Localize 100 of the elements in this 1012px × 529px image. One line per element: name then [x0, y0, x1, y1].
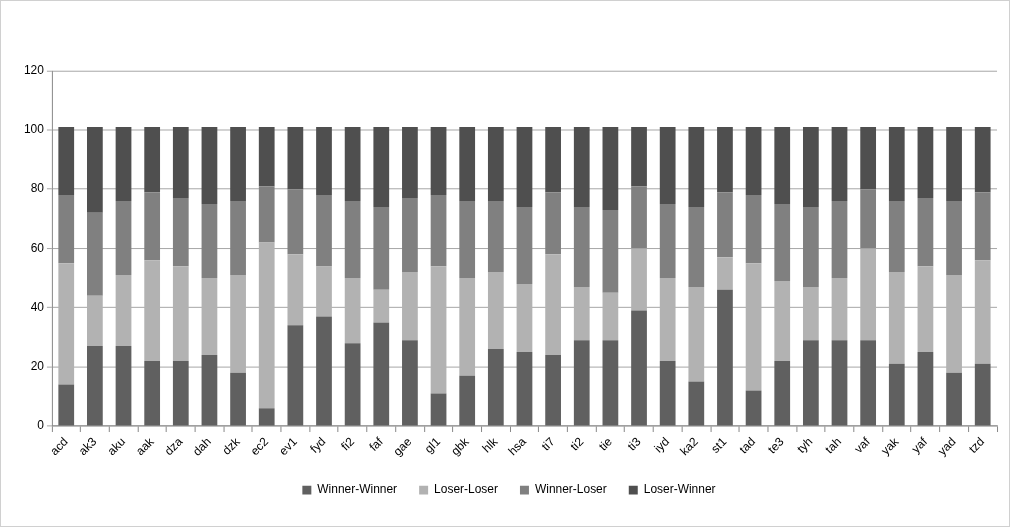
bar	[745, 390, 762, 426]
y-tick-label: 0	[37, 418, 45, 433]
bar	[860, 189, 877, 249]
bar	[659, 126, 676, 204]
bar	[860, 126, 877, 190]
bar	[888, 126, 905, 202]
bar	[373, 126, 390, 207]
bar	[888, 363, 905, 426]
bar	[344, 126, 361, 202]
bar	[172, 198, 189, 267]
bar	[402, 198, 418, 273]
bar	[774, 203, 791, 281]
y-tick-label: 120	[23, 63, 45, 78]
bar	[344, 201, 361, 278]
bar	[745, 195, 762, 264]
x-tick-label: ka2	[677, 434, 702, 459]
bar	[172, 126, 189, 199]
bar	[573, 206, 590, 287]
bar	[573, 126, 590, 207]
bar	[344, 343, 361, 426]
legend-label: Loser-Loser	[434, 482, 498, 497]
x-tick-label: fyd	[307, 434, 329, 456]
bar	[287, 189, 304, 255]
bar	[831, 126, 848, 202]
bar	[144, 360, 161, 426]
bar	[946, 126, 962, 202]
bar	[802, 126, 819, 207]
y-tick-label: 100	[23, 122, 45, 137]
bar	[946, 372, 962, 426]
bar	[144, 126, 161, 193]
bar	[316, 195, 332, 267]
y-tick-label: 80	[30, 181, 45, 196]
bar	[287, 325, 304, 426]
x-tick-label: te3	[765, 434, 787, 457]
bar	[860, 340, 877, 426]
bar	[459, 375, 476, 426]
bar	[373, 206, 390, 290]
x-tick-label: tzd	[965, 434, 988, 456]
x-tick-label: tyh	[794, 434, 816, 456]
bar	[87, 346, 103, 426]
x-tick-label: ti2	[567, 434, 587, 454]
bar	[659, 360, 676, 426]
bar	[316, 126, 332, 196]
bar	[774, 126, 791, 204]
bar	[831, 340, 848, 426]
bar	[573, 340, 590, 426]
bar	[802, 340, 819, 426]
bar	[230, 201, 246, 276]
bar	[631, 126, 647, 187]
bar	[402, 126, 418, 199]
bar	[659, 203, 676, 278]
bar	[258, 408, 275, 426]
x-tick-label: tad	[736, 434, 759, 457]
bar	[58, 384, 75, 426]
bar	[631, 186, 647, 249]
x-tick-label: ec2	[247, 434, 272, 459]
bar	[917, 126, 934, 199]
bar	[230, 126, 246, 202]
x-tick-label: fi2	[338, 434, 358, 454]
x-tick-label: ti7	[538, 434, 558, 454]
x-tick-label: st1	[708, 434, 730, 456]
bar	[717, 126, 733, 193]
bar	[230, 372, 246, 426]
bar	[545, 192, 561, 255]
bar	[115, 126, 132, 202]
bar	[917, 198, 934, 267]
bar	[58, 126, 75, 196]
x-tick-label: ak3	[75, 434, 100, 459]
bar	[516, 126, 533, 207]
bar	[115, 346, 132, 426]
bar	[774, 360, 791, 426]
x-tick-label: ti3	[624, 434, 644, 454]
bar	[831, 201, 848, 278]
x-tick-label: vaf	[851, 434, 874, 456]
x-tick-label: hlk	[479, 434, 501, 456]
x-tick-label: dza	[161, 434, 186, 459]
bar	[602, 340, 619, 426]
bar	[545, 354, 561, 426]
bar	[802, 206, 819, 287]
x-tick-label: ev1	[276, 434, 301, 459]
x-tick-label: yak	[878, 434, 902, 458]
bar	[487, 349, 504, 426]
legend-label: Loser-Winner	[643, 482, 716, 497]
x-tick-label: acd	[47, 434, 71, 459]
bar	[287, 126, 304, 190]
bar	[201, 354, 218, 426]
bar	[946, 201, 962, 276]
bar	[602, 126, 619, 210]
legend-label: Winner-Loser	[534, 482, 607, 497]
y-tick-label: 20	[30, 359, 45, 374]
bar	[258, 186, 275, 243]
bar	[888, 201, 905, 273]
x-tick-label: gae	[390, 434, 415, 459]
bar	[258, 126, 275, 187]
legend-label: Winner-Winner	[317, 482, 398, 497]
x-tick-label: tie	[596, 434, 616, 454]
x-tick-label: tah	[822, 434, 844, 457]
x-tick-label: gbk	[448, 434, 472, 459]
x-tick-label: hsa	[505, 434, 530, 459]
bar	[717, 192, 733, 258]
